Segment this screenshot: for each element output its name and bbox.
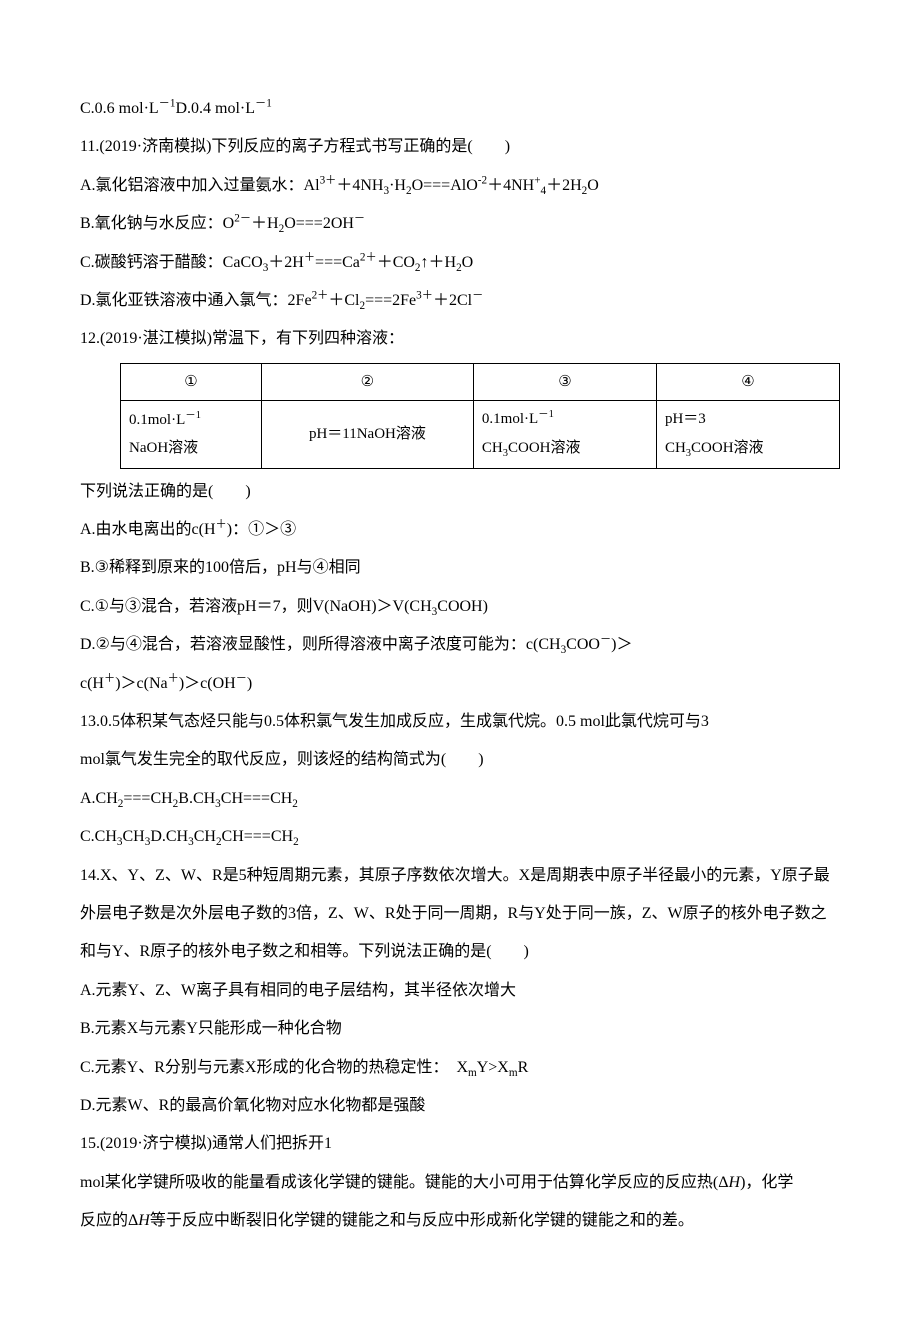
table-cell-3: 0.1mol·L－1CH3COOH溶液 (473, 401, 656, 468)
table-cell-1: 0.1mol·L－1NaOH溶液 (121, 401, 262, 468)
q14-option-a: A.元素Y、Z、W离子具有相同的电子层结构，其半径依次增大 (80, 972, 840, 1010)
q11-stem: 11.(2019·济南模拟)下列反应的离子方程式书写正确的是( ) (80, 128, 840, 166)
q15-stem-line1: 15.(2019·济宁模拟)通常人们把拆开1 (80, 1125, 840, 1163)
table-header-1: ① (121, 363, 262, 401)
q12-table: ① ② ③ ④ 0.1mol·L－1NaOH溶液 pH＝11NaOH溶液 0.1… (120, 363, 840, 469)
q13-options-ab: A.CH2===CH2B.CH3CH===CH2 (80, 780, 840, 818)
q14-stem-line3: 和与Y、R原子的核外电子数之和相等。下列说法正确的是( ) (80, 933, 840, 971)
q12-option-c: C.①与③混合，若溶液pH＝7，则V(NaOH)＞V(CH3COOH) (80, 588, 840, 626)
q12-prompt: 下列说法正确的是( ) (80, 473, 840, 511)
q15-stem-line3: 反应的ΔH等于反应中断裂旧化学键的键能之和与反应中形成新化学键的键能之和的差。 (80, 1202, 840, 1240)
q13-stem-line1: 13.0.5体积某气态烃只能与0.5体积氯气发生加成反应，生成氯代烷。0.5 m… (80, 703, 840, 741)
q11-option-b: B.氧化钠与水反应：O2－＋H2O===2OH－ (80, 205, 840, 243)
q14-option-b: B.元素X与元素Y只能形成一种化合物 (80, 1010, 840, 1048)
q14-stem-line1: 14.X、Y、Z、W、R是5种短周期元素，其原子序数依次增大。X是周期表中原子半… (80, 857, 840, 895)
q10-option-cd: C.0.6 mol·L－1D.0.4 mol·L－1 (80, 90, 840, 128)
table-header-3: ③ (473, 363, 656, 401)
q14-option-c: C.元素Y、R分别与元素X形成的化合物的热稳定性： XmY>XmR (80, 1049, 840, 1087)
q12-option-b: B.③稀释到原来的100倍后，pH与④相同 (80, 549, 840, 587)
q15-stem-line2: mol某化学键所吸收的能量看成该化学键的键能。键能的大小可用于估算化学反应的反应… (80, 1164, 840, 1202)
table-cell-4: pH＝3CH3COOH溶液 (656, 401, 839, 468)
table-header-2: ② (261, 363, 473, 401)
q12-stem: 12.(2019·湛江模拟)常温下，有下列四种溶液： (80, 320, 840, 358)
q11-option-d: D.氯化亚铁溶液中通入氯气：2Fe2＋＋Cl2===2Fe3＋＋2Cl－ (80, 282, 840, 320)
q11-option-a: A.氯化铝溶液中加入过量氨水：Al3＋＋4NH3·H2O===AlO-2＋4NH… (80, 167, 840, 205)
table-header-4: ④ (656, 363, 839, 401)
table-cell-2: pH＝11NaOH溶液 (261, 401, 473, 468)
q14-stem-line2: 外层电子数是次外层电子数的3倍，Z、W、R处于同一周期，R与Y处于同一族，Z、W… (80, 895, 840, 933)
q12-option-d-line1: D.②与④混合，若溶液显酸性，则所得溶液中离子浓度可能为：c(CH3COO－)＞ (80, 626, 840, 664)
q12-option-a: A.由水电离出的c(H＋)：①＞③ (80, 511, 840, 549)
q12-option-d-line2: c(H＋)＞c(Na＋)＞c(OH－) (80, 665, 840, 703)
q13-options-cd: C.CH3CH3D.CH3CH2CH===CH2 (80, 818, 840, 856)
q13-stem-line2: mol氯气发生完全的取代反应，则该烃的结构简式为( ) (80, 741, 840, 779)
q14-option-d: D.元素W、R的最高价氧化物对应水化物都是强酸 (80, 1087, 840, 1125)
q11-option-c: C.碳酸钙溶于醋酸：CaCO3＋2H＋===Ca2＋＋CO2↑＋H2O (80, 244, 840, 282)
